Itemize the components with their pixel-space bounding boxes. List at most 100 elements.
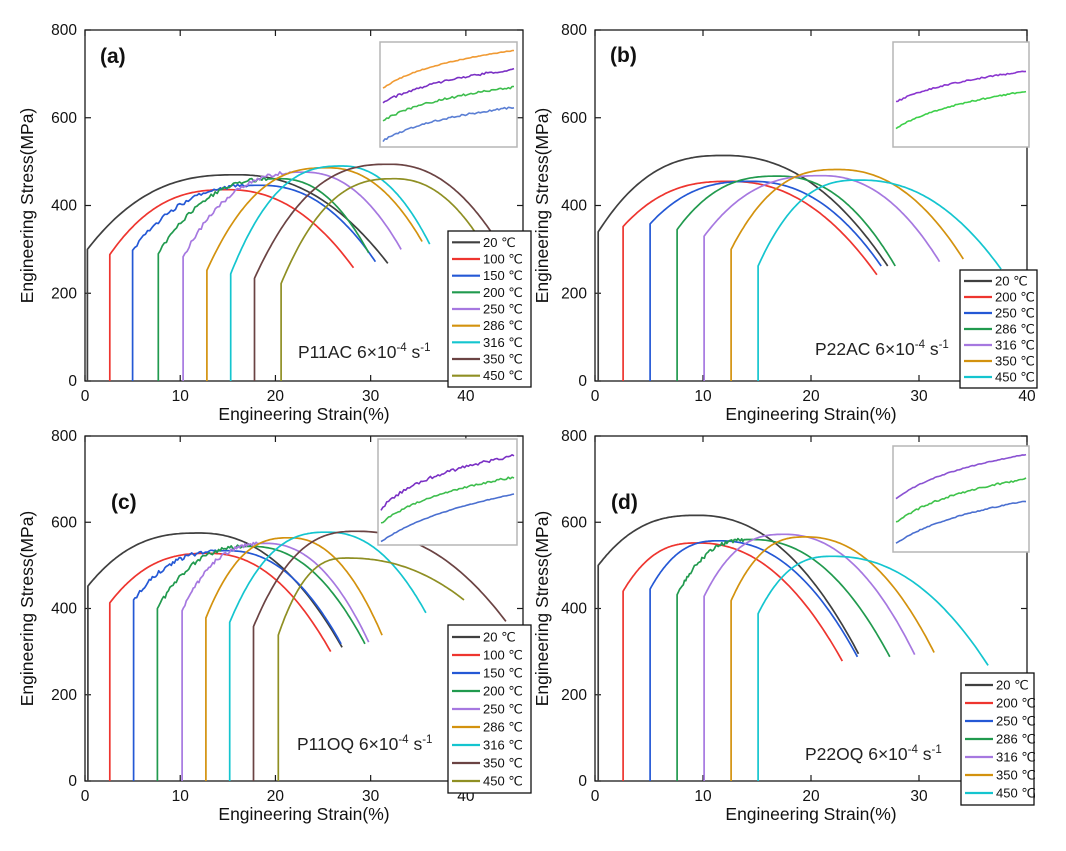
x-axis-label: Engineering Strain(%) bbox=[218, 804, 389, 824]
y-tick-label: 400 bbox=[561, 601, 587, 618]
y-tick-label: 600 bbox=[561, 110, 587, 127]
y-tick-label: 200 bbox=[561, 687, 587, 704]
panel-letter: (a) bbox=[100, 45, 126, 68]
inset-curve-0 bbox=[895, 453, 1027, 500]
condition-label: P11OQ 6×10-4 s-1 bbox=[297, 734, 432, 754]
y-tick-label: 600 bbox=[561, 514, 587, 531]
legend-label: 316 ℃ bbox=[995, 338, 1035, 353]
curve-250℃ bbox=[182, 171, 402, 381]
y-axis-label: Engineering Stress(MPa) bbox=[17, 108, 37, 304]
x-tick-label: 10 bbox=[172, 388, 190, 405]
legend-label: 250 ℃ bbox=[483, 302, 523, 317]
curve-250℃ bbox=[649, 180, 882, 381]
legend-label: 450 ℃ bbox=[483, 368, 523, 383]
y-tick-label: 0 bbox=[578, 373, 587, 390]
legend-label: 20 ℃ bbox=[996, 678, 1029, 693]
inset-curve-1 bbox=[895, 90, 1027, 130]
legend-label: 350 ℃ bbox=[483, 756, 523, 771]
legend-label: 450 ℃ bbox=[483, 774, 523, 789]
curve-350℃ bbox=[252, 530, 507, 781]
curve-200℃ bbox=[157, 176, 370, 381]
x-tick-label: 20 bbox=[267, 788, 285, 805]
x-tick-label: 0 bbox=[81, 788, 90, 805]
y-axis-label: Engineering Stress(MPa) bbox=[533, 511, 552, 707]
y-tick-label: 200 bbox=[51, 687, 77, 704]
curve-150℃ bbox=[131, 183, 377, 381]
curve-316℃ bbox=[703, 174, 941, 381]
x-tick-label: 30 bbox=[910, 788, 928, 805]
x-tick-label: 0 bbox=[81, 388, 90, 405]
legend-label: 286 ℃ bbox=[996, 732, 1036, 747]
y-tick-label: 400 bbox=[51, 601, 77, 618]
curve-250℃ bbox=[649, 539, 859, 781]
legend-label: 250 ℃ bbox=[483, 702, 523, 717]
curve-350℃ bbox=[730, 168, 965, 381]
y-tick-label: 800 bbox=[561, 428, 587, 445]
x-tick-label: 0 bbox=[591, 388, 600, 405]
x-tick-label: 30 bbox=[362, 388, 380, 405]
y-tick-label: 600 bbox=[51, 110, 77, 127]
x-tick-label: 10 bbox=[694, 788, 712, 805]
y-tick-label: 0 bbox=[578, 773, 587, 790]
curve-350℃ bbox=[253, 163, 515, 381]
inset-curve-0 bbox=[380, 454, 515, 511]
x-axis-label: Engineering Strain(%) bbox=[218, 404, 389, 424]
y-tick-label: 600 bbox=[51, 514, 77, 531]
y-tick-label: 800 bbox=[51, 22, 77, 39]
legend-label: 200 ℃ bbox=[996, 696, 1036, 711]
curve-450℃ bbox=[757, 179, 1002, 381]
x-tick-label: 30 bbox=[910, 388, 928, 405]
curve-286℃ bbox=[676, 537, 891, 781]
inset-curve-1 bbox=[380, 476, 515, 524]
curve-316℃ bbox=[229, 165, 431, 381]
legend-label: 20 ℃ bbox=[483, 235, 516, 250]
curve-316℃ bbox=[228, 531, 427, 781]
curve-286℃ bbox=[205, 536, 383, 781]
legend-label: 200 ℃ bbox=[995, 290, 1035, 305]
legend-label: 100 ℃ bbox=[483, 252, 523, 267]
curve-250℃ bbox=[181, 541, 370, 781]
x-axis-label: Engineering Strain(%) bbox=[725, 404, 896, 424]
legend-label: 316 ℃ bbox=[483, 335, 523, 350]
y-tick-label: 400 bbox=[561, 198, 587, 215]
legend-label: 450 ℃ bbox=[996, 786, 1036, 801]
legend-label: 450 ℃ bbox=[995, 370, 1035, 385]
x-axis-label: Engineering Strain(%) bbox=[725, 804, 896, 824]
x-tick-label: 40 bbox=[1018, 388, 1036, 405]
panel-b: 0 10 20 30 40 0 200 400 600 800 Engineering Strain… bbox=[533, 0, 1066, 425]
inset-curve-0 bbox=[895, 70, 1027, 103]
panel-letter: (b) bbox=[610, 44, 637, 67]
legend-label: 350 ℃ bbox=[996, 768, 1036, 783]
y-tick-label: 0 bbox=[68, 373, 77, 390]
inset-curve-3 bbox=[382, 106, 515, 143]
inset-curve-2 bbox=[380, 493, 515, 543]
panel-a: 0 10 20 30 40 0 200 400 600 800 Engineering Strain… bbox=[0, 0, 533, 425]
y-tick-label: 800 bbox=[561, 22, 587, 39]
inset-curve-2 bbox=[382, 85, 514, 122]
y-tick-label: 200 bbox=[51, 285, 77, 302]
inset-plot bbox=[892, 445, 1030, 553]
curve-20℃ bbox=[597, 154, 889, 381]
inset-curve-1 bbox=[382, 67, 515, 104]
legend-label: 250 ℃ bbox=[996, 714, 1036, 729]
x-tick-label: 10 bbox=[694, 388, 712, 405]
y-tick-label: 400 bbox=[51, 198, 77, 215]
curve-200℃ bbox=[156, 544, 366, 781]
legend-label: 286 ℃ bbox=[995, 322, 1035, 337]
curve-286℃ bbox=[676, 175, 896, 381]
legend-label: 350 ℃ bbox=[995, 354, 1035, 369]
x-tick-label: 0 bbox=[591, 788, 600, 805]
curve-350℃ bbox=[730, 536, 935, 781]
x-tick-label: 20 bbox=[802, 388, 820, 405]
legend-label: 150 ℃ bbox=[483, 666, 523, 681]
legend-label: 250 ℃ bbox=[995, 306, 1035, 321]
y-tick-label: 800 bbox=[51, 428, 77, 445]
y-tick-label: 0 bbox=[68, 773, 77, 790]
x-tick-label: 20 bbox=[267, 388, 285, 405]
